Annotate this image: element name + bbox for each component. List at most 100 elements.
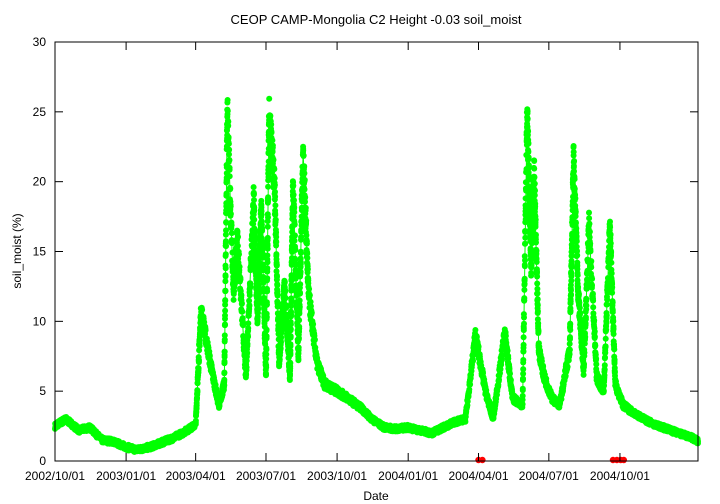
data-point: [269, 142, 276, 149]
data-point: [216, 402, 223, 409]
data-point: [608, 270, 615, 277]
data-point: [571, 168, 577, 175]
data-point: [297, 289, 303, 296]
data-point: [223, 192, 230, 199]
chart-title: CEOP CAMP-Mongolia C2 Height -0.03 soil_…: [231, 12, 522, 27]
data-point: [608, 259, 615, 266]
data-point: [236, 251, 242, 258]
data-point: [302, 204, 309, 211]
data-point: [228, 230, 235, 237]
data-point: [298, 234, 305, 241]
data-point: [291, 204, 298, 211]
data-point: [287, 347, 294, 354]
data-point: [264, 265, 271, 272]
data-point: [240, 322, 247, 329]
data-point: [591, 317, 598, 324]
data-point: [243, 371, 250, 378]
data-point: [609, 307, 616, 313]
data-point: [568, 264, 575, 271]
data-point: [520, 357, 527, 363]
data-point: [237, 276, 244, 283]
data-point: [607, 218, 613, 225]
data-point: [255, 282, 262, 289]
data-point: [273, 239, 280, 245]
data-point: [521, 275, 528, 282]
data-point: [473, 333, 480, 340]
data-point: [287, 326, 294, 333]
data-point: [296, 323, 303, 330]
data-point: [228, 222, 235, 229]
data-point: [609, 289, 616, 296]
data-point: [223, 243, 229, 250]
data-point: [291, 232, 298, 239]
data-point: [292, 247, 299, 253]
data-point: [199, 306, 206, 313]
data-point: [272, 193, 279, 200]
data-point: [265, 174, 272, 180]
data-point: [586, 215, 593, 222]
data-point: [590, 297, 597, 304]
data-point: [304, 250, 311, 257]
data-point: [264, 223, 271, 230]
data-point: [308, 309, 315, 316]
data-point: [589, 275, 596, 282]
data-point: [264, 234, 271, 241]
data-point: [586, 220, 593, 227]
data-point: [568, 291, 574, 298]
data-point: [525, 148, 532, 155]
data-point: [272, 188, 278, 195]
data-point: [603, 326, 610, 333]
data-point: [296, 317, 303, 324]
data-point: [266, 95, 273, 102]
data-point: [505, 355, 512, 362]
data-point: [196, 357, 202, 364]
data-point: [525, 139, 532, 146]
data-point: [531, 180, 538, 187]
data-point: [227, 185, 234, 192]
data-point: [303, 217, 310, 224]
series-points-soil-moist: [52, 95, 701, 455]
data-point: [288, 296, 295, 302]
data-point: [274, 292, 281, 299]
data-point: [574, 272, 581, 279]
data-point: [235, 233, 241, 240]
data-point: [574, 252, 581, 259]
data-point: [287, 351, 294, 358]
data-point: [535, 328, 542, 335]
data-point: [225, 134, 232, 141]
data-point: [582, 333, 589, 340]
data-point: [610, 323, 617, 330]
data-point: [305, 277, 312, 284]
data-point: [567, 320, 574, 327]
data-point: [581, 361, 587, 368]
data-point: [221, 376, 228, 383]
data-point: [564, 363, 571, 370]
data-point: [244, 349, 251, 356]
data-point: [608, 248, 615, 255]
data-point: [264, 245, 271, 252]
data-point: [226, 157, 233, 164]
data-point: [571, 176, 578, 183]
data-point: [244, 340, 251, 347]
data-point: [288, 285, 295, 292]
data-point: [572, 195, 579, 202]
data-point: [282, 287, 289, 294]
data-point: [225, 140, 232, 147]
data-point: [586, 228, 593, 235]
data-point: [222, 315, 228, 322]
data-point: [265, 196, 272, 203]
data-point: [222, 231, 229, 238]
data-point: [222, 307, 229, 314]
data-point: [587, 240, 594, 247]
data-point: [472, 327, 479, 333]
data-point: [521, 314, 527, 321]
data-point: [311, 336, 318, 343]
data-point: [525, 154, 532, 161]
data-point: [522, 240, 529, 247]
data-point: [520, 375, 526, 382]
data-point: [290, 191, 297, 198]
data-point: [263, 301, 270, 308]
data-point: [582, 314, 589, 321]
data-point: [297, 268, 304, 275]
